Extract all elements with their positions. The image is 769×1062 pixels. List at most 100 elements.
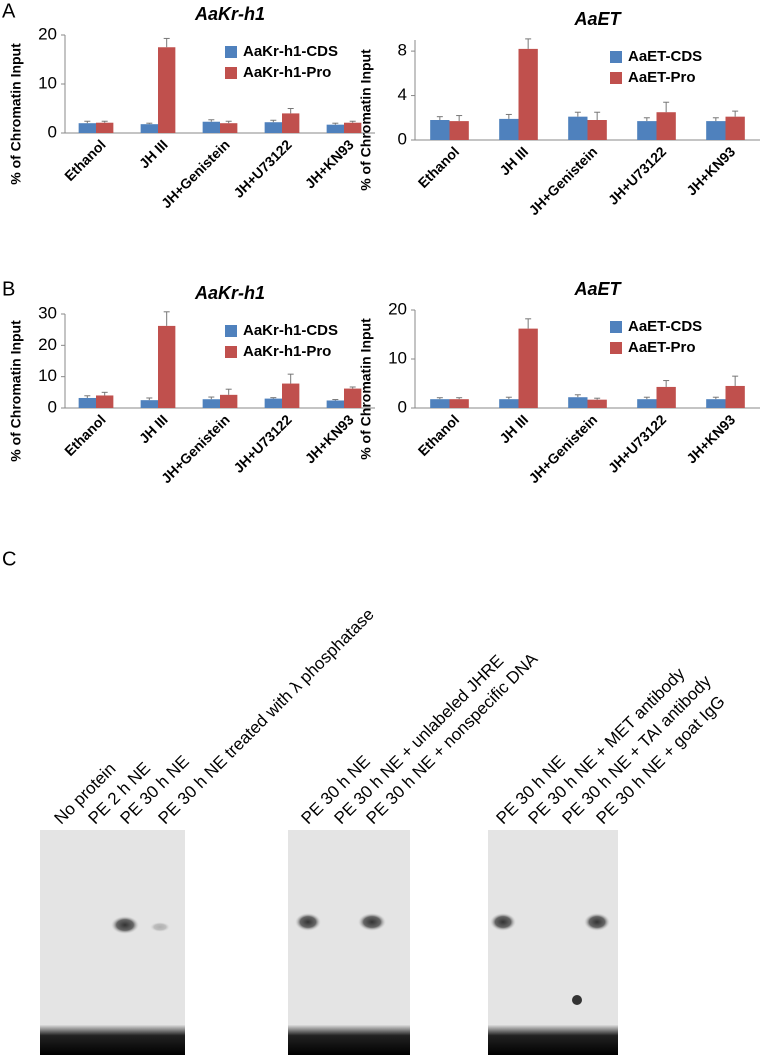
y-axis-label: % of Chromatin Input bbox=[358, 318, 374, 460]
bar bbox=[78, 123, 96, 133]
x-tick-label: JH+KN93 bbox=[302, 411, 357, 466]
x-tick-label: JH+U73122 bbox=[605, 411, 670, 476]
x-tick-label: JH III bbox=[136, 136, 171, 171]
y-tick-label: 10 bbox=[388, 348, 407, 367]
y-tick-label: 0 bbox=[398, 397, 407, 416]
gel-band bbox=[584, 913, 610, 931]
legend-label: AaET-Pro bbox=[628, 69, 696, 86]
bar bbox=[706, 399, 726, 408]
bar bbox=[725, 116, 745, 140]
x-tick-label: Ethanol bbox=[61, 136, 109, 184]
bar bbox=[96, 122, 114, 133]
bar bbox=[158, 47, 176, 133]
bar bbox=[706, 121, 726, 140]
bar bbox=[78, 397, 96, 408]
bar bbox=[282, 113, 300, 133]
bar bbox=[568, 397, 588, 408]
panel-label: C bbox=[2, 548, 16, 570]
legend-swatch bbox=[610, 72, 622, 84]
bar bbox=[344, 388, 362, 408]
gel-band bbox=[358, 913, 386, 931]
bar bbox=[264, 398, 282, 408]
chart-title: AaET bbox=[573, 279, 622, 299]
gel-band bbox=[295, 913, 321, 931]
legend-label: AaET-CDS bbox=[628, 318, 702, 335]
y-tick-label: 10 bbox=[38, 73, 57, 92]
y-tick-label: 20 bbox=[388, 299, 407, 318]
y-axis-label: % of Chromatin Input bbox=[8, 320, 24, 462]
chart-title: AaET bbox=[573, 9, 622, 29]
gel-spot bbox=[572, 995, 582, 1005]
bar bbox=[140, 400, 158, 408]
panel-label: B bbox=[2, 278, 15, 300]
x-tick-label: JH+Genistein bbox=[525, 143, 600, 218]
x-tick-label: JH III bbox=[136, 411, 171, 446]
lane-label: PE 30 h NE + unlabeled JHRE bbox=[331, 651, 508, 828]
y-tick-label: 4 bbox=[398, 85, 407, 104]
legend-label: AaKr-h1-Pro bbox=[243, 343, 331, 360]
gel-band bbox=[111, 916, 139, 934]
bar bbox=[158, 325, 176, 408]
bar bbox=[140, 124, 158, 133]
free-probe bbox=[288, 1025, 410, 1055]
chart-title: AaKr-h1 bbox=[194, 4, 265, 24]
x-tick-label: JH III bbox=[496, 411, 531, 446]
bar bbox=[430, 120, 450, 140]
legend-swatch bbox=[225, 346, 237, 358]
free-probe bbox=[488, 1025, 618, 1055]
bar bbox=[96, 395, 114, 408]
x-tick-label: Ethanol bbox=[415, 143, 463, 191]
x-tick-label: Ethanol bbox=[61, 411, 109, 459]
bar bbox=[568, 116, 588, 140]
legend-swatch bbox=[610, 51, 622, 63]
y-axis-label: % of Chromatin Input bbox=[8, 43, 24, 185]
bar bbox=[220, 123, 238, 133]
bar bbox=[202, 399, 220, 408]
x-tick-label: JH III bbox=[496, 143, 531, 178]
bar bbox=[637, 121, 657, 140]
y-tick-label: 20 bbox=[38, 335, 57, 354]
x-tick-label: JH+U73122 bbox=[230, 411, 295, 476]
bar bbox=[587, 399, 607, 408]
y-tick-label: 0 bbox=[398, 129, 407, 148]
legend-swatch bbox=[610, 321, 622, 333]
gel-block bbox=[40, 830, 185, 1055]
bar bbox=[499, 399, 519, 408]
bar bbox=[725, 385, 745, 408]
y-axis-label: % of Chromatin Input bbox=[358, 49, 374, 191]
bar bbox=[518, 48, 538, 141]
legend-label: AaKr-h1-Pro bbox=[243, 64, 331, 81]
y-tick-label: 10 bbox=[38, 366, 57, 385]
free-probe bbox=[40, 1025, 185, 1055]
y-tick-label: 0 bbox=[48, 122, 57, 141]
bar bbox=[449, 121, 469, 140]
legend-swatch bbox=[225, 67, 237, 79]
y-tick-label: 8 bbox=[398, 41, 407, 60]
x-tick-label: JH+U73122 bbox=[230, 136, 295, 201]
lane-label: PE 30 h NE + TAI antibody bbox=[559, 671, 716, 828]
bar bbox=[518, 328, 538, 408]
bar bbox=[637, 399, 657, 408]
panel-label: A bbox=[2, 0, 16, 22]
bar bbox=[326, 124, 344, 133]
y-tick-label: 30 bbox=[38, 303, 57, 322]
legend-label: AaET-Pro bbox=[628, 339, 696, 356]
bar bbox=[344, 122, 362, 133]
y-tick-label: 0 bbox=[48, 397, 57, 416]
legend-label: AaKr-h1-CDS bbox=[243, 43, 338, 60]
gel-band bbox=[150, 922, 170, 932]
x-tick-label: JH+KN93 bbox=[683, 143, 738, 198]
bar bbox=[264, 122, 282, 133]
bar bbox=[656, 386, 676, 408]
bar bbox=[202, 121, 220, 133]
x-tick-label: JH+Genistein bbox=[525, 411, 600, 486]
bar bbox=[282, 383, 300, 408]
legend-swatch bbox=[225, 325, 237, 337]
legend-label: AaET-CDS bbox=[628, 48, 702, 65]
legend-swatch bbox=[225, 46, 237, 58]
legend-swatch bbox=[610, 342, 622, 354]
bar bbox=[587, 120, 607, 140]
gel bbox=[40, 830, 618, 1055]
bar bbox=[656, 112, 676, 140]
